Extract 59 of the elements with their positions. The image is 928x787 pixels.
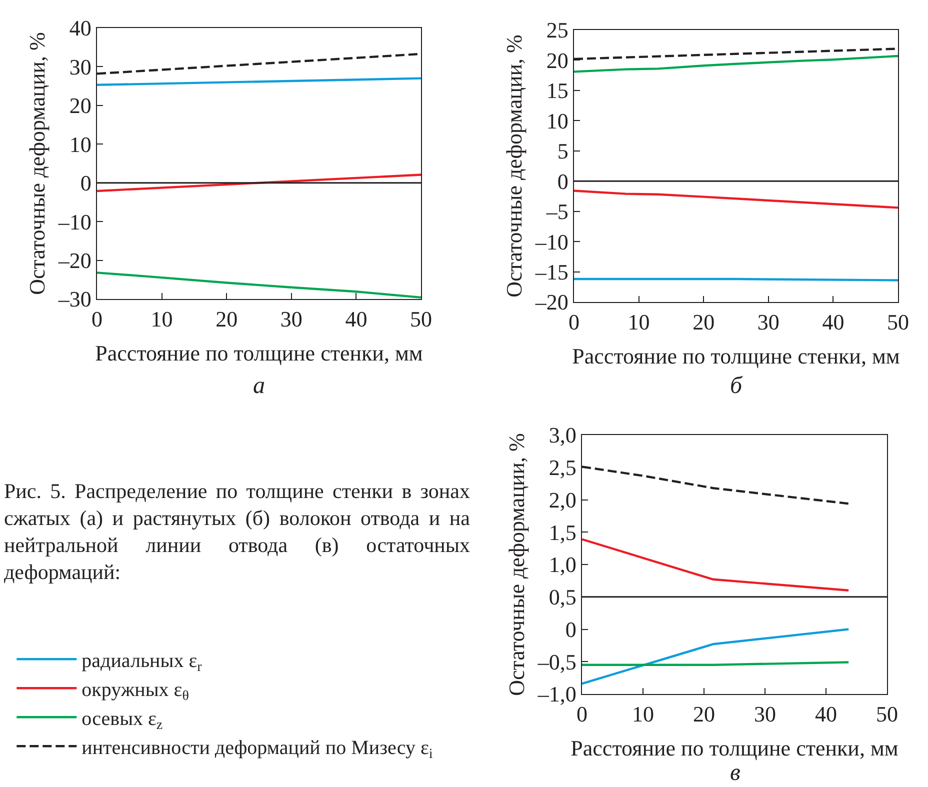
- legend-label: радиальных ε$_{r}$: [82, 650, 202, 676]
- y-tick-label: 0: [565, 616, 576, 642]
- y-tick-label: 0: [80, 170, 92, 196]
- x-axis-title: Расстояние по толщине стенки, мм: [95, 340, 423, 366]
- text: в: [730, 760, 740, 786]
- y-tick-label: 20: [69, 93, 92, 118]
- text: а: [253, 373, 265, 399]
- text: б: [730, 373, 743, 399]
- x-tick-label: 10: [628, 310, 650, 335]
- y-axis-title: Остаточные деформации, %: [504, 433, 529, 696]
- line-series: [97, 272, 421, 299]
- y-tick-label: –20: [534, 290, 568, 315]
- x-axis-title: Расстояние по толщине стенки, мм: [570, 735, 898, 760]
- y-tick-label: 1,5: [548, 520, 576, 545]
- y-tick-label: –30: [57, 286, 92, 312]
- x-tick-label: 20: [216, 306, 238, 332]
- y-tick-label: 5: [557, 138, 568, 164]
- y-tick-label: 0: [557, 168, 568, 194]
- legend-label: осевых ε$_{z}$: [82, 708, 163, 734]
- y-axis-title: Остаточные деформации, %: [24, 32, 50, 295]
- y-tick-label: 2,0: [548, 487, 576, 512]
- y-tick-label: 25: [546, 18, 568, 43]
- y-tick-label: –0,5: [536, 649, 576, 674]
- y-tick-label: –1,0: [536, 682, 576, 707]
- y-tick-label: –15: [534, 259, 568, 284]
- y-tick-label: –20: [57, 248, 92, 273]
- x-tick-label: 30: [280, 306, 302, 332]
- legend-label: окружных ε$_{θ}$: [82, 678, 190, 704]
- x-tick-label: 20: [693, 702, 715, 727]
- y-tick-label: –10: [57, 209, 92, 234]
- y-tick-label: 30: [69, 54, 92, 80]
- line-series: [574, 54, 898, 73]
- x-tick-label: 40: [345, 306, 368, 332]
- y-tick-label: 10: [69, 132, 92, 157]
- y-tick-label: 1,0: [548, 552, 576, 578]
- x-tick-label: 10: [632, 702, 654, 727]
- x-tick-label: 30: [757, 310, 780, 335]
- x-axis-title: Расстояние по толщине стенки, мм: [572, 343, 900, 368]
- x-tick-label: 50: [410, 306, 432, 332]
- legend-label: интенсивности деформаций по Мизесу ε$_{i}$: [82, 736, 433, 762]
- y-tick-label: 10: [546, 108, 568, 134]
- y-tick-label: 3,0: [548, 422, 576, 448]
- x-tick-label: 30: [754, 702, 776, 727]
- y-tick-label: 2,5: [548, 455, 576, 480]
- x-tick-label: 10: [150, 306, 173, 332]
- x-tick-label: 50: [887, 310, 909, 335]
- x-tick-label: 40: [815, 702, 837, 727]
- text: Рис. 5. Распределение по толщине стенки в зонах сжатых (а) и растянутых (б) волокон отвода и на нейтральной линии отвода (в) остаточных деформаций:: [4, 478, 470, 586]
- x-tick-label: 50: [876, 702, 898, 727]
- x-tick-label: 20: [692, 310, 715, 335]
- y-tick-label: 15: [546, 78, 568, 104]
- line-series: [574, 190, 898, 209]
- y-tick-label: 0,5: [548, 584, 576, 610]
- y-tick-label: –10: [534, 229, 568, 254]
- y-tick-label: 40: [69, 16, 92, 41]
- y-tick-label: –5: [545, 199, 568, 224]
- x-tick-label: 40: [822, 310, 844, 335]
- y-axis-title: Остаточные деформации, %: [501, 34, 526, 298]
- y-tick-label: 20: [546, 48, 568, 73]
